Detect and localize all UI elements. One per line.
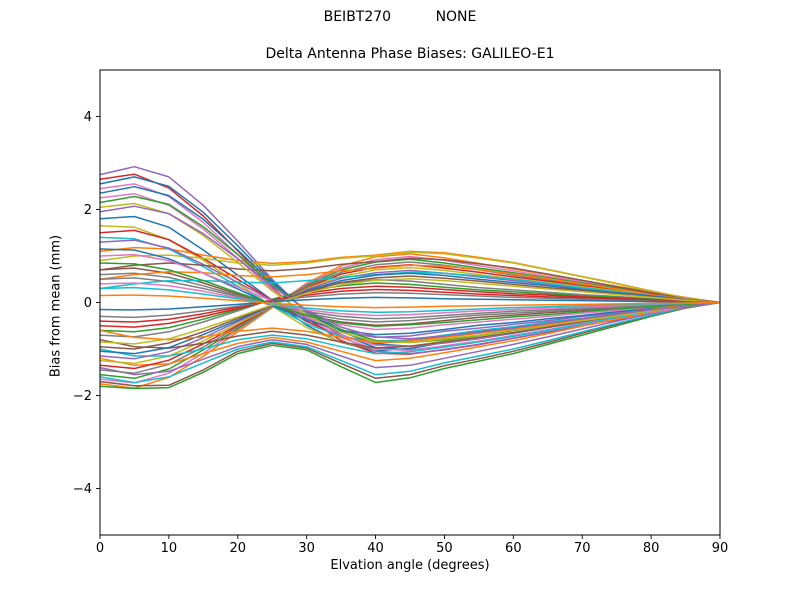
- bias-line: [99, 288, 721, 323]
- bias-line: [99, 275, 721, 350]
- x-tick-label: 90: [712, 541, 729, 556]
- bias-line: [99, 291, 721, 319]
- x-tick-label: 50: [436, 541, 453, 556]
- bias-line: [99, 272, 721, 355]
- x-tick-label: 60: [505, 541, 522, 556]
- bias-line: [99, 272, 721, 323]
- bias-line: [99, 301, 721, 376]
- x-tick-label: 30: [298, 541, 315, 556]
- x-tick-label: 70: [574, 541, 591, 556]
- bias-line: [99, 257, 721, 304]
- bias-line: [99, 278, 721, 345]
- x-tick-label: 0: [96, 541, 104, 556]
- bias-line: [99, 282, 721, 333]
- bias-line: [99, 301, 721, 357]
- bias-line: [99, 296, 721, 311]
- y-tick-label: −4: [73, 482, 92, 497]
- bias-line: [99, 253, 721, 331]
- bias-line: [99, 282, 721, 317]
- x-tick-label: 10: [161, 541, 178, 556]
- bias-line: [99, 286, 721, 314]
- bias-line: [99, 301, 721, 390]
- x-tick-label: 40: [367, 541, 384, 556]
- bias-line: [99, 262, 721, 327]
- bias-line: [99, 285, 721, 328]
- y-tick-label: 4: [84, 110, 92, 125]
- bias-line: [99, 278, 721, 338]
- bias-line: [99, 301, 721, 367]
- bias-line: [99, 277, 721, 320]
- bias-line: [99, 251, 721, 304]
- x-axis-label: Elvation angle (degrees): [330, 558, 490, 573]
- bias-line: [99, 202, 721, 344]
- bias-line: [99, 183, 721, 352]
- bias-line: [99, 205, 721, 340]
- y-axis-label: Bias from mean (mm): [48, 234, 64, 378]
- bias-line: [99, 258, 721, 380]
- x-tick-label: 20: [230, 541, 247, 556]
- bias-line: [99, 266, 721, 365]
- bias-line: [99, 294, 721, 309]
- figure-suptitle: BEIBT270 NONE: [323, 9, 477, 25]
- y-tick-label: −2: [73, 389, 92, 404]
- bias-line: [99, 301, 721, 384]
- y-tick-label: 2: [84, 203, 92, 218]
- chart-title: Delta Antenna Phase Biases: GALILEO-E1: [265, 46, 555, 62]
- x-tick-label: 80: [643, 541, 660, 556]
- y-tick-label: 0: [84, 296, 92, 311]
- bias-line: [99, 301, 721, 387]
- axes-box: [99, 69, 721, 536]
- bias-line: [99, 239, 721, 339]
